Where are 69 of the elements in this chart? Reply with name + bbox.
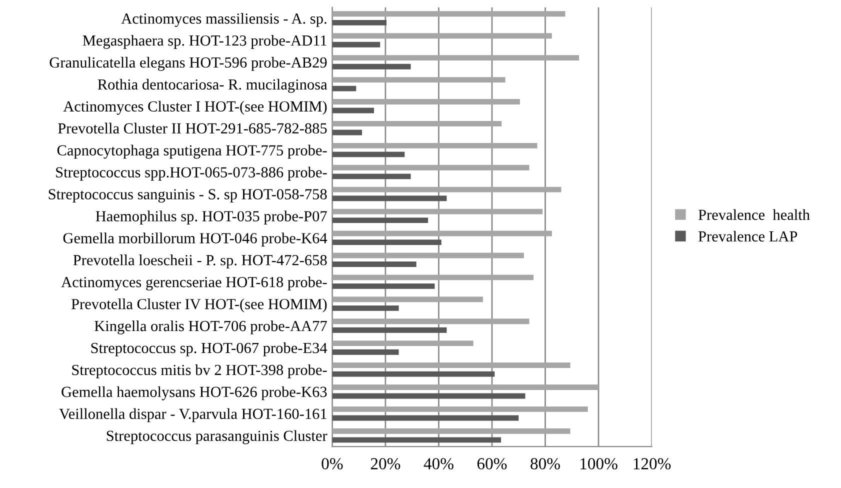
y-tick-label: Actinomyces gerencseriae HOT-618 probe- [61,276,327,290]
y-tick-label: Streptococcus mitis bv 2 HOT-398 probe- [72,364,327,378]
bar [332,415,519,421]
bar [332,318,530,324]
bar [332,252,524,258]
bar [332,196,447,202]
y-tick-label: Granulicatella elegans HOT-596 probe-AB29 [50,56,327,71]
bar [332,42,380,48]
y-tick-label: Gemella morbillorum HOT-046 probe-K64 [63,232,328,246]
x-tick-label: 120% [634,458,671,470]
bar [332,11,566,17]
bar [332,283,435,289]
y-tick-label: Prevotella loescheii - P. sp. HOT-472-658 [73,254,327,268]
bar [332,240,442,246]
bar [332,174,411,180]
legend-label: Prevalence LAP [698,230,798,242]
y-tick-label: Kingella oralis HOT-706 probe-AA77 [94,320,327,334]
x-tick-label: 0% [322,458,343,470]
bar [332,186,562,192]
bar [332,142,538,148]
bar [332,55,580,61]
x-tick-label: 80% [530,458,560,470]
bar [332,437,502,443]
bar [332,428,570,434]
bar [332,130,362,136]
y-tick-label: Streptococcus parasanguinis Cluster [106,430,328,444]
x-tick-label: 40% [424,458,454,470]
bar [332,340,474,346]
y-tick-label: Haemophilus sp. HOT-035 probe-P07 [96,210,327,224]
bar [332,305,399,311]
bar [332,362,570,368]
bar [332,164,530,170]
bar [332,371,495,377]
y-tick-label: Streptococcus sanguinis - S. sp HOT-058-758 [48,189,327,203]
bar [332,296,483,302]
bar [332,77,506,83]
bar [332,20,387,26]
y-tick-label: Megasphaera sp. HOT-123 probe-AD11 [82,34,326,49]
y-tick-label: Streptococcus sp. HOT-067 probe-E34 [91,342,328,356]
legend-label: Prevalence health [698,209,810,220]
bar [332,393,526,399]
bar [332,230,552,236]
bar [332,218,428,224]
bar [332,99,520,104]
bar [332,327,447,333]
y-tick-label: Capnocytophaga sputigena HOT-775 probe- [57,144,327,159]
bar [332,262,416,267]
y-tick-label: Actinomyces Cluster I HOT-(see HOMIM) [63,100,327,115]
bar [332,108,374,114]
y-tick-label: Streptococcus spp.HOT-065-073-886 probe- [56,166,327,181]
y-tick-label: Actinomyces massiliensis - A. sp. [121,13,326,27]
x-tick-label: 60% [477,458,507,470]
bar [332,384,599,390]
y-tick-label: Gemella haemolysans HOT-626 probe-K63 [62,386,327,400]
bar [332,208,543,214]
bar [332,64,411,70]
y-tick-label: Prevotella Cluster IV HOT-(see HOMIM) [71,298,327,312]
y-tick-label: Prevotella Cluster II HOT-291-685-782-885 [58,122,327,134]
bar [332,406,588,412]
y-tick-label: Veillonella dispar - V.parvula HOT-160-161 [59,408,326,422]
x-tick-label: 20% [370,458,400,470]
bar [332,349,399,355]
bar [332,33,552,39]
bar [332,152,405,158]
x-tick-label: 100% [580,458,618,470]
bar [332,120,502,126]
bar [332,86,356,92]
bar [332,274,534,280]
y-tick-label: Rothia dentocariosa- R. mucilaginosa [98,78,328,93]
